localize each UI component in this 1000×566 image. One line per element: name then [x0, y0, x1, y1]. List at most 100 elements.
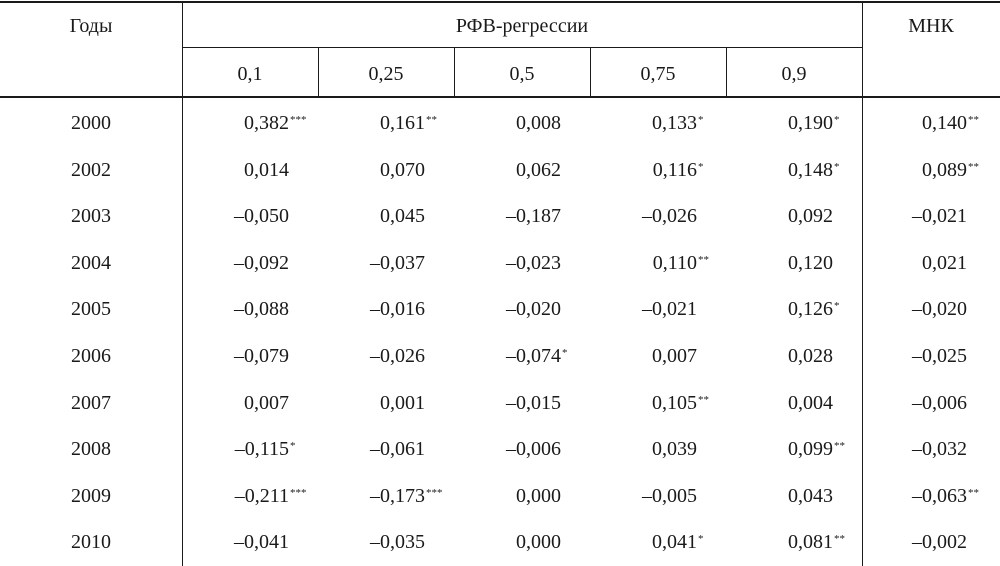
table-cell: 0,148*: [788, 159, 840, 181]
table-cell: –0,079: [234, 344, 290, 368]
rule-top: [0, 1, 1000, 3]
table-cell: –0,006: [506, 437, 562, 461]
table-cell: –0,005: [642, 484, 698, 508]
header-quantile: 0,1: [237, 63, 263, 85]
cell-value: –0,020: [912, 298, 967, 320]
table-row-year: 2000: [71, 112, 111, 134]
table-cell: 0,062: [516, 158, 562, 182]
table-cell: 0,133*: [652, 112, 704, 134]
table-cell: –0,092: [234, 251, 290, 275]
table-cell: –0,088: [234, 297, 290, 321]
cell-value: 0,161: [380, 112, 425, 134]
table-row-year: 2005: [71, 298, 111, 320]
cell-value: 0,126: [788, 298, 833, 320]
cell-value: –0,032: [912, 438, 967, 460]
table-cell: 0,000: [516, 484, 562, 508]
cell-value: 0,062: [516, 159, 561, 181]
table-cell: –0,020: [506, 297, 562, 321]
table-cell: 0,116*: [652, 159, 704, 181]
cell-value: 0,099: [788, 438, 833, 460]
table-cell: 0,039: [652, 437, 698, 461]
table-cell: 0,089**: [922, 159, 979, 181]
cell-value: 0,133: [652, 112, 697, 134]
table-row-year: 2007: [71, 392, 111, 414]
cell-value: –0,026: [642, 205, 697, 227]
table-cell: 0,092: [788, 204, 834, 228]
table-cell: –0,115*: [234, 438, 296, 460]
cell-value: 0,007: [244, 392, 289, 414]
vline-q3: [590, 48, 591, 98]
cell-value: 0,382: [244, 112, 289, 134]
header-quantile: 0,25: [368, 63, 404, 85]
table-cell: 0,007: [244, 391, 290, 415]
cell-value: –0,035: [370, 531, 425, 553]
cell-value: 0,092: [788, 205, 833, 227]
cell-value: 0,043: [788, 485, 833, 507]
cell-value: 0,001: [380, 392, 425, 414]
table-row-year: 2004: [71, 252, 111, 274]
cell-value: –0,061: [370, 438, 425, 460]
header-ols: МНК: [908, 15, 954, 37]
table-cell: –0,035: [370, 530, 426, 554]
cell-value: 0,008: [516, 112, 561, 134]
cell-value: –0,088: [234, 298, 289, 320]
header-quantile: 0,5: [509, 63, 535, 85]
table-cell: –0,023: [506, 251, 562, 275]
table-cell: –0,211***: [234, 485, 307, 507]
cell-value: 0,110: [652, 252, 697, 274]
table-cell: –0,021: [642, 297, 698, 321]
cell-value: –0,005: [642, 485, 697, 507]
cell-value: –0,025: [912, 345, 967, 367]
table-cell: 0,041*: [652, 531, 704, 553]
table-cell: –0,026: [370, 344, 426, 368]
table-cell: –0,016: [370, 297, 426, 321]
cell-value: –0,074: [506, 345, 561, 367]
cell-value: 0,070: [380, 159, 425, 181]
cell-value: 0,045: [380, 205, 425, 227]
table-cell: –0,187: [506, 204, 562, 228]
cell-value: 0,000: [516, 531, 561, 553]
table-cell: –0,020: [912, 297, 968, 321]
cell-value: 0,105: [652, 392, 697, 414]
vline-q1: [318, 48, 319, 98]
header-years: Годы: [69, 15, 113, 37]
table-cell: 0,014: [244, 158, 290, 182]
table-cell: –0,041: [234, 530, 290, 554]
cell-value: –0,092: [234, 252, 289, 274]
cell-value: 0,004: [788, 392, 833, 414]
cell-value: 0,007: [652, 345, 697, 367]
header-quantile: 0,9: [781, 63, 807, 85]
vline-ols: [862, 1, 863, 566]
cell-value: 0,014: [244, 159, 289, 181]
table-cell: –0,061: [370, 437, 426, 461]
cell-value: –0,023: [506, 252, 561, 274]
table-cell: –0,026: [642, 204, 698, 228]
cell-value: –0,115: [234, 438, 289, 460]
rule-header-bottom: [0, 96, 1000, 98]
table-cell: 0,021: [922, 251, 968, 275]
table-cell: 0,028: [788, 344, 834, 368]
cell-value: –0,063: [912, 485, 967, 507]
table-cell: –0,037: [370, 251, 426, 275]
cell-value: –0,002: [912, 531, 967, 553]
cell-value: –0,026: [370, 345, 425, 367]
cell-value: 0,190: [788, 112, 833, 134]
table-cell: 0,008: [516, 111, 562, 135]
table-cell: 0,004: [788, 391, 834, 415]
cell-value: 0,000: [516, 485, 561, 507]
cell-value: –0,020: [506, 298, 561, 320]
rule-group: [183, 47, 863, 48]
cell-value: 0,081: [788, 531, 833, 553]
table-cell: 0,140**: [922, 112, 979, 134]
table-cell: 0,007: [652, 344, 698, 368]
table-cell: –0,006: [912, 391, 968, 415]
cell-value: –0,079: [234, 345, 289, 367]
cell-value: 0,021: [922, 252, 967, 274]
table-row-year: 2008: [71, 438, 111, 460]
table-cell: 0,105**: [652, 392, 709, 414]
table-cell: –0,063**: [912, 485, 979, 507]
vline-q2: [454, 48, 455, 98]
table-cell: 0,070: [380, 158, 426, 182]
table-cell: –0,002: [912, 530, 968, 554]
table-cell: 0,190*: [788, 112, 840, 134]
